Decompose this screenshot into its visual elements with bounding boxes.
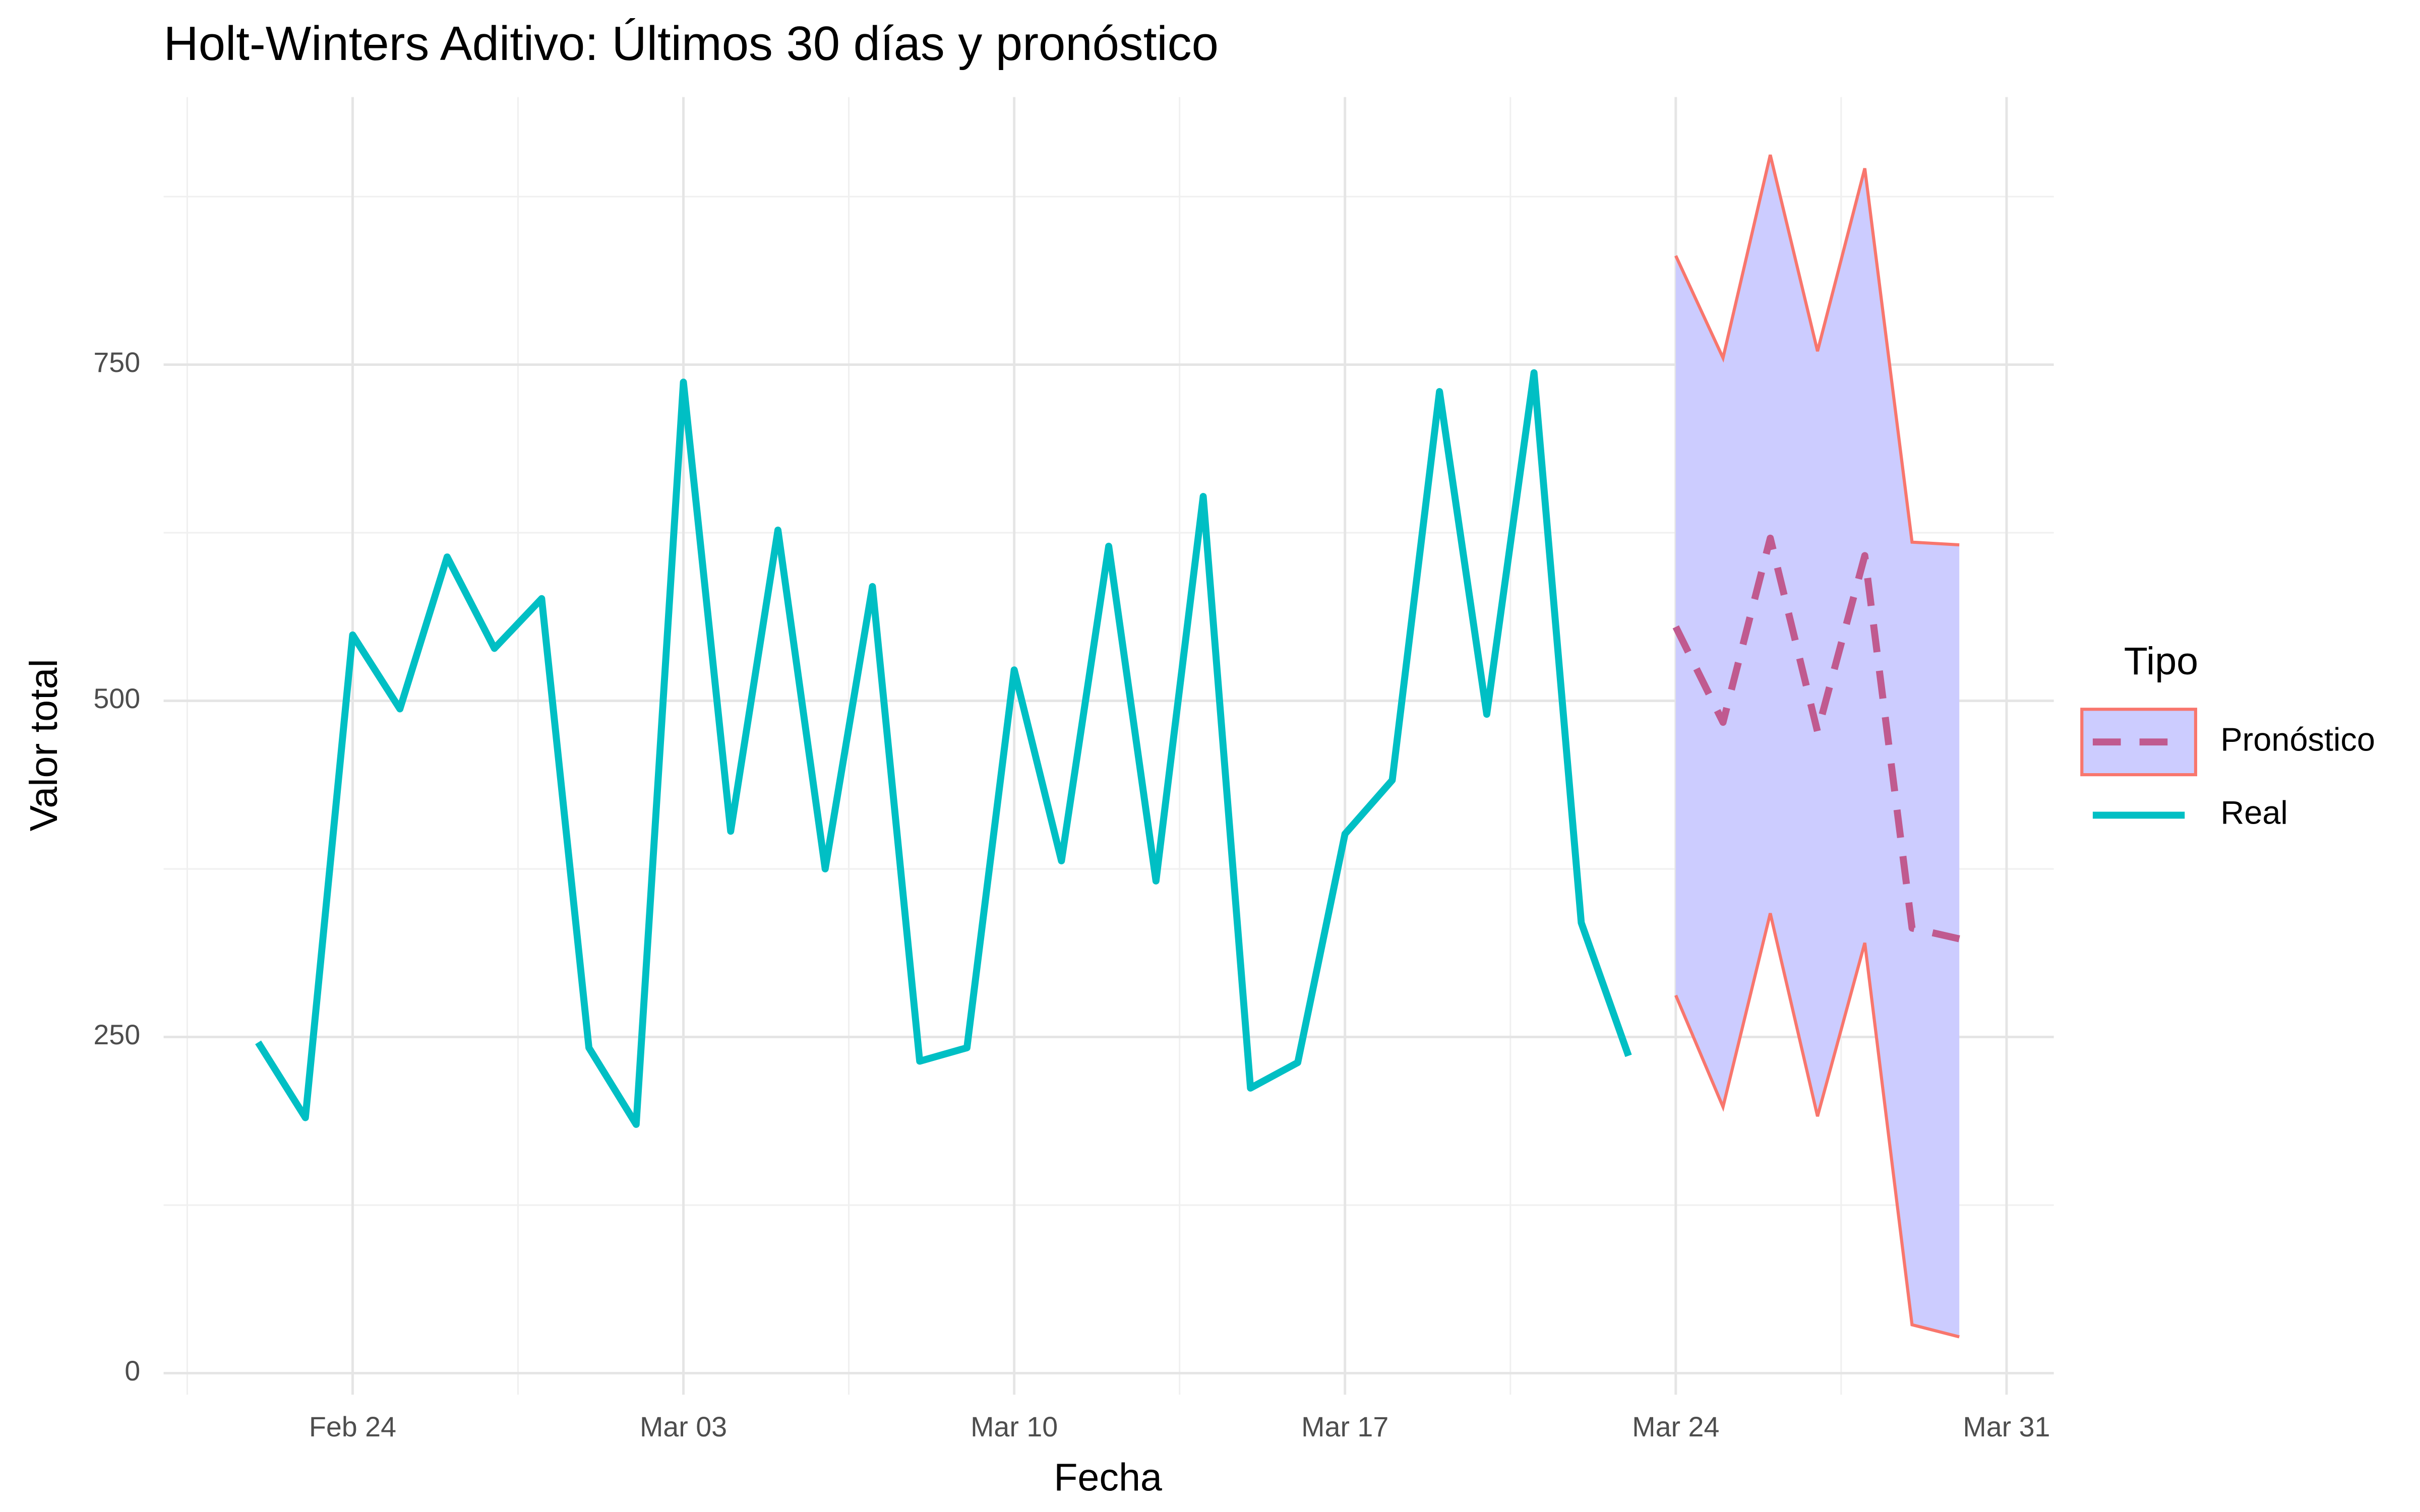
- y-tick-label: 0: [125, 1355, 140, 1387]
- x-tick-label: Mar 24: [1632, 1411, 1719, 1442]
- forecast-band: [1675, 155, 1960, 1337]
- plot-area: [255, 154, 1960, 1339]
- upper-bound-line: [1674, 154, 1960, 547]
- y-axis-title: Valor total: [22, 659, 66, 831]
- y-tick-label: 750: [93, 347, 140, 378]
- x-tick-label: Mar 03: [640, 1411, 727, 1442]
- y-tick-label: 500: [93, 683, 140, 714]
- x-tick-label: Mar 17: [1301, 1411, 1388, 1442]
- x-tick-label: Mar 31: [1963, 1411, 2050, 1442]
- x-axis-title: Fecha: [1054, 1456, 1162, 1499]
- lower-bound-line: [1674, 913, 1960, 1339]
- legend-label: Pronóstico: [2220, 721, 2375, 758]
- x-tick-label: Feb 24: [309, 1411, 396, 1442]
- legend-label: Real: [2220, 794, 2287, 831]
- y-tick-label: 250: [93, 1019, 140, 1050]
- series-line: [1672, 534, 1960, 942]
- series-line: [255, 369, 1632, 1128]
- x-tick-label: Mar 10: [971, 1411, 1058, 1442]
- legend-title: Tipo: [2124, 640, 2198, 683]
- chart-title: Holt-Winters Aditivo: Últimos 30 días y …: [164, 17, 1219, 71]
